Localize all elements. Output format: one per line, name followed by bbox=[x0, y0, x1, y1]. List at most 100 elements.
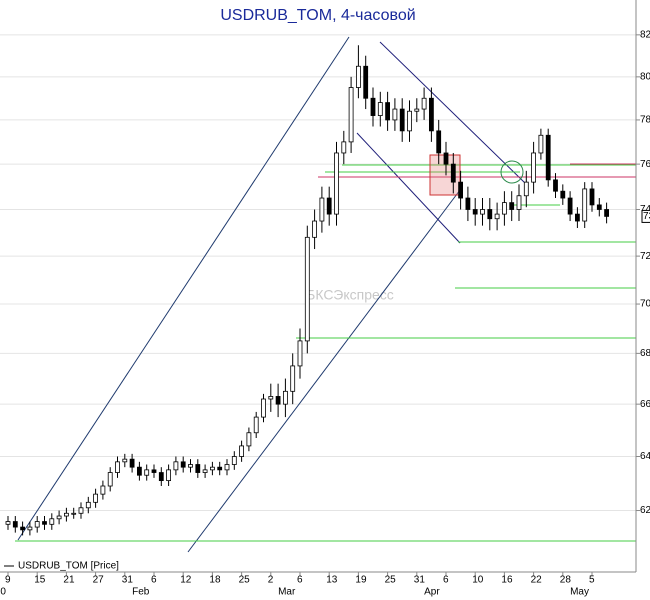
x-tick-label: 2 bbox=[268, 575, 274, 586]
candle-body bbox=[27, 526, 33, 531]
candle-body bbox=[122, 458, 128, 463]
candle-body bbox=[596, 204, 602, 210]
candle-body bbox=[560, 190, 566, 199]
x-tick-label: 18 bbox=[209, 575, 221, 586]
candle-body bbox=[385, 102, 391, 121]
candle-body bbox=[290, 365, 296, 392]
candle-body bbox=[129, 458, 135, 468]
candle-body bbox=[239, 445, 245, 457]
x-tick-label: 21 bbox=[63, 575, 75, 586]
candle-body bbox=[158, 472, 164, 482]
candle-body bbox=[209, 466, 215, 471]
candle-body bbox=[253, 416, 259, 434]
candle-body bbox=[56, 515, 62, 520]
candle-body bbox=[487, 209, 493, 220]
x-tick-label: 5 bbox=[589, 575, 595, 586]
candle-body bbox=[195, 464, 201, 473]
trend-line bbox=[187, 189, 461, 553]
x-tick-label: 6 bbox=[297, 575, 303, 586]
last-price-box bbox=[641, 209, 650, 223]
x-tick-label: 25 bbox=[385, 575, 397, 586]
candle-body bbox=[428, 97, 434, 132]
candle-body bbox=[465, 197, 471, 210]
candle-body bbox=[399, 108, 405, 132]
candle-body bbox=[363, 65, 369, 99]
candle-body bbox=[531, 152, 536, 183]
candle-body bbox=[202, 469, 208, 473]
x-tick-label: 22 bbox=[531, 575, 543, 586]
candle-body bbox=[553, 179, 558, 192]
legend-label: USDRUB_TOM [Price] bbox=[18, 561, 119, 572]
y-tick-label: 74 bbox=[640, 204, 650, 215]
candle-body bbox=[268, 396, 274, 400]
candle-body bbox=[85, 501, 91, 509]
x-tick-label: 16 bbox=[501, 575, 513, 586]
candle-body bbox=[538, 134, 544, 154]
candle-body bbox=[71, 512, 77, 515]
x-tick-label: 31 bbox=[414, 575, 426, 586]
candle-body bbox=[443, 152, 449, 165]
candle-body bbox=[166, 469, 172, 482]
candle-body bbox=[275, 396, 281, 405]
candle-body bbox=[407, 110, 412, 132]
candle-body bbox=[261, 398, 266, 418]
x-tick-label: 9 bbox=[5, 575, 11, 586]
candle-body bbox=[49, 518, 55, 525]
trend-line bbox=[379, 41, 526, 184]
x-tick-label: 27 bbox=[93, 575, 105, 586]
trend-line bbox=[356, 132, 461, 244]
x-tick-label: 6 bbox=[443, 575, 449, 586]
x-tick-label: 12 bbox=[180, 575, 192, 586]
candle-body bbox=[392, 108, 398, 121]
candle-body bbox=[136, 466, 142, 476]
candle-body bbox=[516, 195, 522, 210]
candle-body bbox=[582, 188, 588, 222]
candle-body bbox=[575, 213, 580, 222]
candle-body bbox=[100, 485, 106, 495]
x-tick-label: 19 bbox=[355, 575, 367, 586]
candle-body bbox=[604, 209, 609, 217]
candle-body bbox=[246, 432, 252, 447]
x-month-label: Mar bbox=[278, 587, 296, 598]
candle-body bbox=[494, 213, 500, 220]
candle-body bbox=[370, 97, 376, 116]
candle-body bbox=[589, 188, 595, 206]
candle-body bbox=[472, 209, 478, 215]
candle-body bbox=[501, 202, 507, 215]
x-tick-label: 28 bbox=[560, 575, 572, 586]
candle-body bbox=[64, 512, 69, 517]
x-tick-label: 6 bbox=[151, 575, 157, 586]
candle-body bbox=[12, 521, 18, 528]
candle-body bbox=[173, 461, 179, 471]
x-month-label: May bbox=[570, 587, 589, 598]
candle-body bbox=[115, 461, 120, 473]
candle-body bbox=[231, 456, 237, 465]
candle-body bbox=[414, 108, 420, 112]
candle-body bbox=[42, 521, 47, 525]
candle-body bbox=[34, 521, 40, 528]
candle-body bbox=[297, 340, 303, 367]
candle-body bbox=[20, 526, 26, 531]
highlight-circle bbox=[500, 160, 524, 184]
candle-body bbox=[377, 102, 383, 116]
candle-body bbox=[355, 65, 361, 88]
y-tick-label: 68 bbox=[640, 348, 650, 359]
x-tick-label: 31 bbox=[122, 575, 134, 586]
candle-body bbox=[217, 466, 223, 471]
candle-body bbox=[312, 220, 318, 238]
candle-body bbox=[436, 130, 442, 154]
candle-body bbox=[282, 390, 288, 405]
candle-body bbox=[326, 197, 332, 215]
y-tick-label: 62 bbox=[640, 505, 650, 516]
candle-body bbox=[107, 472, 113, 487]
candle-body bbox=[450, 163, 456, 183]
x-month-label: 2020 bbox=[0, 587, 6, 598]
y-tick-label: 70 bbox=[640, 299, 650, 310]
y-tick-label: 66 bbox=[640, 399, 650, 410]
x-month-label: Apr bbox=[424, 587, 440, 598]
last-price-label: 73.7 bbox=[643, 211, 650, 222]
candle-body bbox=[78, 507, 84, 514]
x-tick-label: 10 bbox=[472, 575, 484, 586]
